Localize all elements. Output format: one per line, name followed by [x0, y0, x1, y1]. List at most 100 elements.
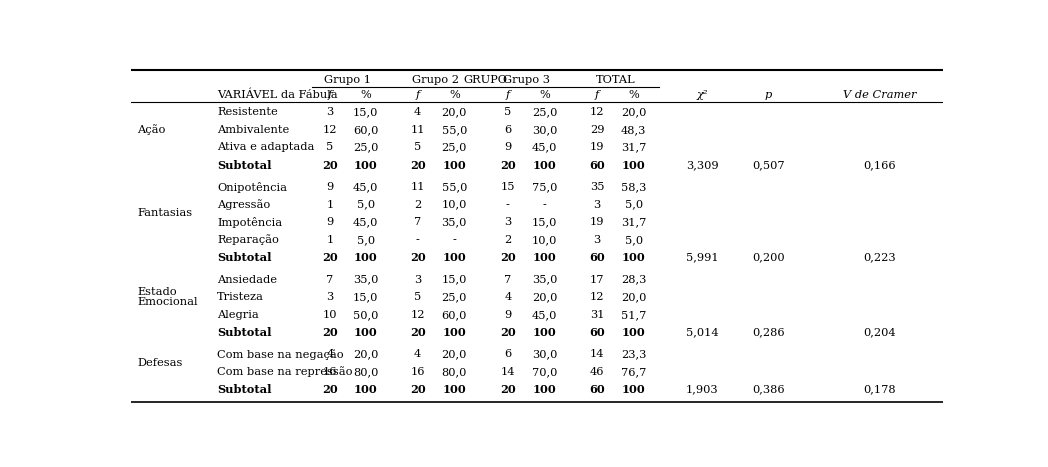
- Text: 100: 100: [532, 384, 556, 395]
- Text: 9: 9: [504, 142, 511, 152]
- Text: 100: 100: [442, 160, 466, 170]
- Text: 45,0: 45,0: [531, 310, 558, 320]
- Text: Ativa e adaptada: Ativa e adaptada: [217, 142, 314, 152]
- Text: 5,0: 5,0: [356, 235, 375, 245]
- Text: Tristeza: Tristeza: [217, 292, 264, 302]
- Text: Grupo 3: Grupo 3: [503, 75, 549, 85]
- Text: 3: 3: [593, 200, 601, 210]
- Text: 31,7: 31,7: [621, 142, 647, 152]
- Text: 60: 60: [589, 160, 605, 170]
- Text: 20: 20: [410, 327, 425, 338]
- Text: Subtotal: Subtotal: [217, 252, 271, 263]
- Text: 5: 5: [414, 142, 421, 152]
- Text: 3,309: 3,309: [685, 160, 718, 170]
- Text: 20: 20: [500, 160, 516, 170]
- Text: 45,0: 45,0: [531, 142, 558, 152]
- Text: 20: 20: [322, 384, 337, 395]
- Text: 20: 20: [410, 384, 425, 395]
- Text: 76,7: 76,7: [621, 367, 647, 377]
- Text: %: %: [449, 90, 460, 100]
- Text: 12: 12: [411, 310, 424, 320]
- Text: %: %: [629, 90, 639, 100]
- Text: 100: 100: [354, 252, 377, 263]
- Text: 16: 16: [411, 367, 424, 377]
- Text: 100: 100: [621, 384, 646, 395]
- Text: 7: 7: [414, 217, 421, 227]
- Text: 5,991: 5,991: [685, 253, 718, 262]
- Text: 2: 2: [414, 200, 421, 210]
- Text: 20,0: 20,0: [621, 292, 647, 302]
- Text: 20: 20: [322, 327, 337, 338]
- Text: Grupo 2: Grupo 2: [413, 75, 459, 85]
- Text: V de Cramer: V de Cramer: [843, 90, 917, 100]
- Text: χ²: χ²: [696, 90, 707, 100]
- Text: 7: 7: [326, 275, 333, 284]
- Text: Subtotal: Subtotal: [217, 327, 271, 338]
- Text: 10,0: 10,0: [441, 200, 467, 210]
- Text: 100: 100: [621, 160, 646, 170]
- Text: 100: 100: [621, 252, 646, 263]
- Text: 5,0: 5,0: [625, 235, 642, 245]
- Text: 23,3: 23,3: [621, 349, 647, 360]
- Text: 20: 20: [410, 160, 425, 170]
- Text: 20: 20: [322, 160, 337, 170]
- Text: 45,0: 45,0: [353, 182, 378, 192]
- Text: 60,0: 60,0: [353, 125, 378, 135]
- Text: Grupo 1: Grupo 1: [325, 75, 371, 85]
- Text: 20,0: 20,0: [441, 349, 467, 360]
- Text: 9: 9: [326, 217, 333, 227]
- Text: VARIÁVEL da Fábula: VARIÁVEL da Fábula: [217, 90, 337, 100]
- Text: 20,0: 20,0: [353, 349, 378, 360]
- Text: 6: 6: [504, 125, 511, 135]
- Text: -: -: [506, 200, 509, 210]
- Text: 30,0: 30,0: [531, 125, 558, 135]
- Text: 55,0: 55,0: [441, 182, 467, 192]
- Text: 45,0: 45,0: [353, 217, 378, 227]
- Text: 19: 19: [590, 217, 605, 227]
- Text: 12: 12: [590, 107, 605, 117]
- Text: 35: 35: [590, 182, 605, 192]
- Text: 51,7: 51,7: [621, 310, 647, 320]
- Text: -: -: [453, 235, 456, 245]
- Text: 60: 60: [589, 384, 605, 395]
- Text: 3: 3: [326, 107, 333, 117]
- Text: Ação: Ação: [137, 124, 166, 135]
- Text: Com base na negação: Com base na negação: [217, 349, 344, 360]
- Text: 46: 46: [590, 367, 605, 377]
- Text: 25,0: 25,0: [531, 107, 558, 117]
- Text: 0,507: 0,507: [752, 160, 785, 170]
- Text: %: %: [361, 90, 371, 100]
- Text: 15: 15: [501, 182, 516, 192]
- Text: 2: 2: [504, 235, 511, 245]
- Text: 80,0: 80,0: [441, 367, 467, 377]
- Text: Reparação: Reparação: [217, 234, 279, 245]
- Text: 9: 9: [504, 310, 511, 320]
- Text: 100: 100: [532, 252, 556, 263]
- Text: 0,386: 0,386: [752, 385, 785, 395]
- Text: 30,0: 30,0: [531, 349, 558, 360]
- Text: 20: 20: [322, 252, 337, 263]
- Text: 16: 16: [323, 367, 337, 377]
- Text: 11: 11: [411, 182, 424, 192]
- Text: Emocional: Emocional: [137, 297, 198, 307]
- Text: 15,0: 15,0: [531, 217, 558, 227]
- Text: TOTAL: TOTAL: [595, 75, 635, 85]
- Text: 70,0: 70,0: [531, 367, 558, 377]
- Text: 31,7: 31,7: [621, 217, 647, 227]
- Text: 5: 5: [326, 142, 333, 152]
- Text: 0,204: 0,204: [864, 327, 896, 338]
- Text: 25,0: 25,0: [353, 142, 378, 152]
- Text: 25,0: 25,0: [441, 292, 467, 302]
- Text: 10,0: 10,0: [531, 235, 558, 245]
- Text: 12: 12: [590, 292, 605, 302]
- Text: -: -: [543, 200, 546, 210]
- Text: Defesas: Defesas: [137, 358, 182, 368]
- Text: -: -: [416, 235, 419, 245]
- Text: 14: 14: [501, 367, 516, 377]
- Text: Subtotal: Subtotal: [217, 384, 271, 395]
- Text: 35,0: 35,0: [441, 217, 467, 227]
- Text: 5,0: 5,0: [625, 200, 642, 210]
- Text: 100: 100: [621, 327, 646, 338]
- Text: 0,286: 0,286: [752, 327, 785, 338]
- Text: 12: 12: [323, 125, 337, 135]
